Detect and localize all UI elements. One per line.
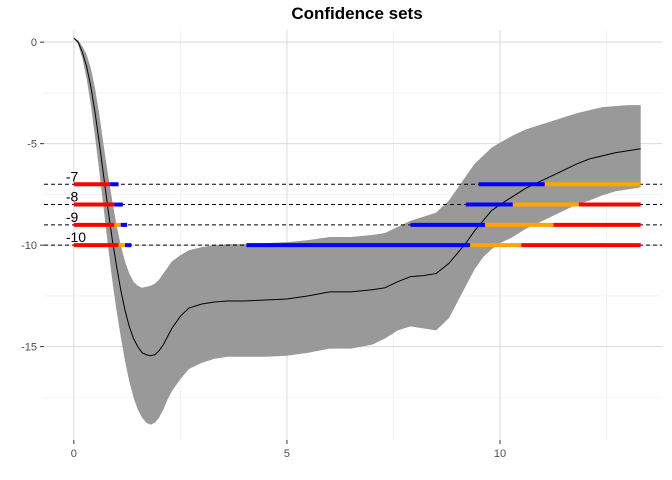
reference-line-label: -9 <box>66 209 79 225</box>
y-tick-label: -5 <box>27 139 37 151</box>
x-tick-label: 5 <box>284 448 290 460</box>
reference-line-label: -8 <box>66 189 79 205</box>
y-tick-label: -15 <box>21 342 37 354</box>
reference-line-label: -7 <box>66 168 79 184</box>
confidence-band-area <box>73 38 641 425</box>
confidence-band <box>73 38 641 425</box>
estimate-line <box>73 37 641 357</box>
reference-line-labels: -7 -8 -9 -10 <box>66 168 86 245</box>
estimate-line-path <box>73 37 641 357</box>
x-tick-label: 0 <box>71 448 77 460</box>
y-tick-label: 0 <box>31 37 37 49</box>
y-tick-label: -10 <box>21 240 37 252</box>
x-tick-label: 10 <box>494 448 506 460</box>
axes: 0 5 10 0 -5 -10 -15 <box>21 37 506 460</box>
confidence-set-segments <box>73 182 641 248</box>
chart-title: Confidence sets <box>291 4 422 23</box>
reference-line-label: -10 <box>66 229 86 245</box>
